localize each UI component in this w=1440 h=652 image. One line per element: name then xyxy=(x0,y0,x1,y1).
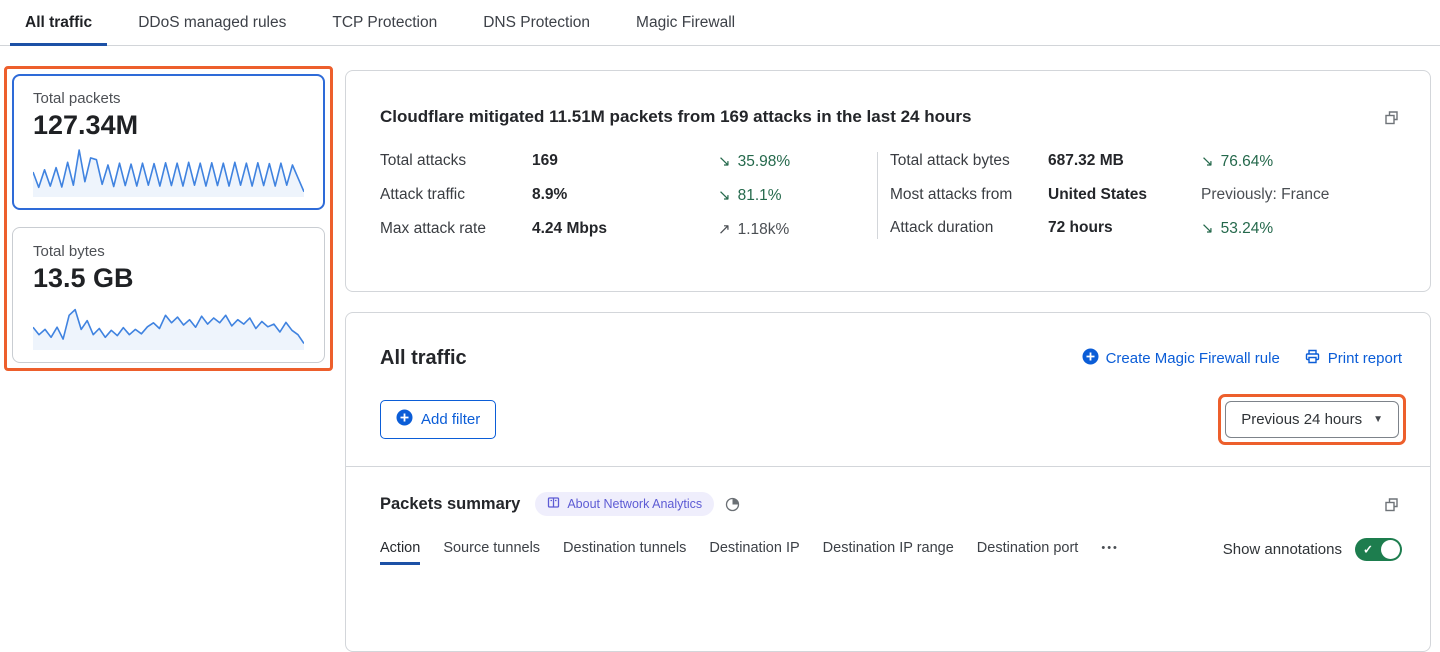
packets-tabs: Action Source tunnels Destination tunnels D… xyxy=(380,540,1101,565)
tab-all-traffic[interactable]: All traffic xyxy=(10,0,108,46)
packets-summary-title: Packets summary xyxy=(380,494,521,513)
tab-magic-firewall[interactable]: Magic Firewall xyxy=(636,13,736,31)
all-traffic-title: All traffic xyxy=(380,347,467,369)
stat-label: Attack traffic xyxy=(380,186,465,203)
stat-value: 169 xyxy=(532,152,558,169)
show-annotations-toggle[interactable]: ✓ xyxy=(1355,538,1402,561)
print-report-label: Print report xyxy=(1327,350,1402,367)
create-magic-firewall-rule-link[interactable]: Create Magic Firewall rule xyxy=(1082,348,1280,369)
delta-arrow-icon: ↘ xyxy=(1201,220,1214,237)
stat-label: Total attacks xyxy=(380,152,467,169)
total-bytes-card[interactable]: Total bytes 13.5 GB xyxy=(12,227,325,363)
check-icon: ✓ xyxy=(1363,542,1374,557)
packets-tab-action[interactable]: Action xyxy=(380,540,421,565)
stat-value: 72 hours xyxy=(1048,219,1113,236)
attack-summary-card: Cloudflare mitigated 11.51M packets from… xyxy=(345,70,1431,292)
stat-label: Total attack bytes xyxy=(890,152,1010,169)
tab-ddos-managed-rules[interactable]: DDoS managed rules xyxy=(138,13,287,31)
copy-summary-button[interactable] xyxy=(1381,107,1402,128)
total-packets-card[interactable]: Total packets 127.34M xyxy=(12,74,325,210)
delta-arrow-icon: ↘ xyxy=(718,187,731,204)
stat-value: United States xyxy=(1048,186,1148,203)
circle-plus-icon xyxy=(1082,348,1099,369)
stat-delta: ↘ 81.1% xyxy=(718,187,782,204)
packets-tab-destination-port[interactable]: Destination port xyxy=(976,540,1079,556)
tab-dns-protection[interactable]: DNS Protection xyxy=(483,13,591,31)
copy-packets-summary-button[interactable] xyxy=(1381,494,1402,515)
total-packets-sparkline xyxy=(33,149,304,197)
show-annotations-control: Show annotations ✓ xyxy=(1223,538,1402,567)
stat-value: 8.9% xyxy=(532,186,568,203)
create-rule-label: Create Magic Firewall rule xyxy=(1105,350,1280,367)
all-traffic-card: All traffic Create Magic Firewall rule xyxy=(345,312,1431,652)
add-filter-label: Add filter xyxy=(421,411,481,428)
caret-down-icon: ▼ xyxy=(1373,414,1383,425)
printer-icon xyxy=(1304,348,1321,369)
delta-arrow-icon: ↗ xyxy=(718,221,731,238)
copy-icon xyxy=(1383,111,1400,129)
stat-delta: Previously: France xyxy=(1201,186,1330,203)
about-network-analytics-badge[interactable]: About Network Analytics xyxy=(535,492,715,516)
total-packets-value: 127.34M xyxy=(33,110,139,140)
stat-delta: ↘ 53.24% xyxy=(1201,220,1274,237)
stat-label: Max attack rate xyxy=(380,220,486,237)
time-range-value: Previous 24 hours xyxy=(1241,411,1363,428)
delta-arrow-icon: ↘ xyxy=(1201,153,1214,170)
total-bytes-value: 13.5 GB xyxy=(33,263,134,293)
top-tabbar: All traffic DDoS managed rules TCP Protect… xyxy=(0,0,1440,46)
stats-column: Total attack bytes 687.32 MB ↘ 76.64% Most a… xyxy=(890,152,1329,239)
time-range-highlight: Previous 24 hours ▼ xyxy=(1218,394,1406,445)
stats-column: Total attacks 169 ↘ 35.98% Attack traffic 8.9… xyxy=(380,152,877,239)
total-bytes-label: Total bytes xyxy=(33,243,105,260)
delta-arrow-icon: ↘ xyxy=(718,153,731,170)
add-filter-button[interactable]: Add filter xyxy=(380,400,497,439)
packets-tab-source-tunnels[interactable]: Source tunnels xyxy=(443,540,541,556)
pie-chart-icon[interactable] xyxy=(725,497,740,512)
tab-tcp-protection[interactable]: TCP Protection xyxy=(332,13,438,31)
metric-cards-highlight: Total packets 127.34M Total bytes 13.5 G… xyxy=(4,66,333,371)
stat-label: Most attacks from xyxy=(890,186,1013,203)
stat-value: 4.24 Mbps xyxy=(532,220,607,237)
stats-divider xyxy=(877,152,878,239)
attack-summary-title: Cloudflare mitigated 11.51M packets from… xyxy=(380,107,972,126)
section-divider xyxy=(346,466,1430,467)
time-range-dropdown[interactable]: Previous 24 hours ▼ xyxy=(1225,401,1399,438)
book-icon xyxy=(547,496,560,512)
more-tabs-icon[interactable]: ••• xyxy=(1101,542,1119,554)
copy-icon xyxy=(1383,497,1400,516)
packets-tab-destination-ip[interactable]: Destination IP xyxy=(709,540,800,556)
total-bytes-sparkline xyxy=(33,308,304,350)
total-packets-label: Total packets xyxy=(33,90,121,107)
traffic-actions: Create Magic Firewall rule Print report xyxy=(1082,348,1402,369)
toggle-knob xyxy=(1381,540,1400,559)
stat-value: 687.32 MB xyxy=(1048,152,1124,169)
packets-tab-destination-tunnels[interactable]: Destination tunnels xyxy=(563,540,687,556)
print-report-link[interactable]: Print report xyxy=(1304,348,1402,369)
show-annotations-label: Show annotations xyxy=(1222,541,1342,558)
stat-delta: ↘ 35.98% xyxy=(718,153,791,170)
stat-delta: ↘ 76.64% xyxy=(1201,153,1274,170)
packets-tab-destination-ip-range[interactable]: Destination IP range xyxy=(822,540,954,556)
stat-delta: ↗ 1.18k% xyxy=(718,221,790,238)
attack-stats: Total attacks 169 ↘ 35.98% Attack traffic 8.9… xyxy=(380,152,1402,239)
badge-label: About Network Analytics xyxy=(567,497,703,511)
stat-label: Attack duration xyxy=(890,219,994,236)
circle-plus-icon xyxy=(396,409,413,430)
